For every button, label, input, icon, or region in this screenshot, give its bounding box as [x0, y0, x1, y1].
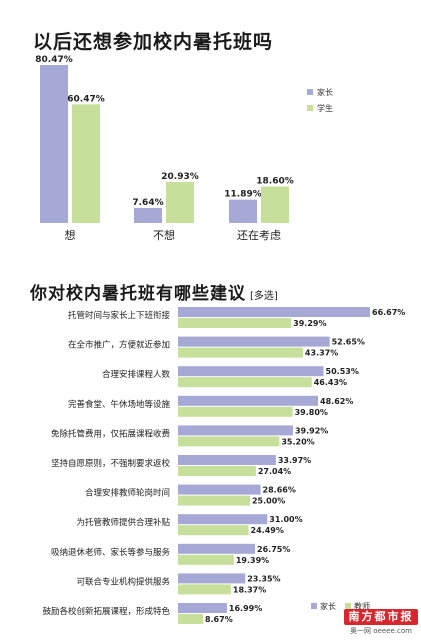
hdata-label-teacher-10: 8.67%: [205, 615, 233, 624]
hdata-label-parent-9: 23.35%: [247, 574, 280, 583]
hdata-label-teacher-5: 27.04%: [258, 467, 291, 476]
hbar-teacher-8: [178, 554, 234, 565]
hbar-teacher-9: [178, 584, 231, 595]
logo-sub: 奥一网 oeeee.com: [350, 627, 412, 635]
suggestion-label-7: 为托管教师提供合理补贴: [76, 517, 170, 528]
hdata-label-parent-1: 52.65%: [332, 338, 365, 347]
hdata-label-parent-0: 66.67%: [372, 308, 405, 317]
category-label-0: 想: [65, 228, 76, 242]
hbar-parent-6: [178, 484, 261, 495]
legend-swatch-0: [307, 89, 313, 95]
chart1-svg: 80.47% 60.47% 想 7.64% 20.93% 不想 11.89% 18.60% 还在…: [35, 55, 333, 242]
hdata-label-parent-3: 48.62%: [320, 397, 353, 406]
hdata-label-parent-5: 33.97%: [278, 456, 311, 465]
hbar-teacher-2: [178, 377, 312, 388]
suggestion-label-9: 可联合专业机构提供服务: [76, 576, 170, 587]
legend2-label-1: 教师: [354, 601, 370, 611]
hbar-parent-10: [178, 603, 227, 613]
data-label-student-1: 20.93%: [161, 172, 199, 182]
hbar-teacher-6: [178, 495, 250, 506]
suggestion-label-3: 完善食堂、午休场地等设施: [68, 399, 171, 410]
legend2-swatch-0: [311, 603, 317, 609]
chart2-title-note: [多选]: [250, 291, 278, 302]
newspaper-logo: 南方都市报 奥一网 oeeee.com: [344, 609, 418, 639]
data-label-student-2: 18.60%: [256, 176, 294, 186]
hbar-parent-5: [178, 455, 276, 465]
suggestion-label-0: 托管时间与家长上下班衔接: [68, 310, 171, 321]
legend2-swatch-1: [345, 603, 351, 609]
data-label-parent-2: 11.89%: [224, 190, 262, 200]
legend-label-1: 学生: [317, 103, 333, 113]
hdata-label-parent-2: 50.53%: [326, 367, 359, 376]
data-label-student-0: 60.47%: [67, 94, 105, 104]
suggestion-label-2: 合理安排课程人数: [102, 369, 171, 380]
bar-student-0: [72, 104, 100, 223]
hbar-teacher-10: [178, 614, 203, 624]
hbar-parent-4: [178, 425, 293, 436]
chart2-title-text: 你对校内暑托班有哪些建议: [30, 284, 246, 304]
hdata-label-parent-10: 16.99%: [229, 604, 262, 613]
hdata-label-parent-6: 28.66%: [263, 486, 296, 495]
hdata-label-teacher-8: 19.39%: [236, 556, 269, 565]
hbar-teacher-7: [178, 525, 249, 536]
category-label-2: 还在考虑: [237, 229, 281, 242]
category-label-1: 不想: [153, 228, 175, 242]
hdata-label-parent-4: 39.92%: [295, 426, 328, 435]
suggestion-label-4: 免除托管费用，仅拓展课程收费: [51, 428, 171, 439]
legend-swatch-1: [307, 105, 313, 111]
hbar-parent-2: [178, 366, 324, 377]
hbar-parent-9: [178, 573, 246, 584]
hbar-parent-3: [178, 395, 319, 406]
hdata-label-parent-8: 26.75%: [257, 545, 290, 554]
hbar-parent-7: [178, 514, 268, 525]
hbar-teacher-1: [178, 347, 303, 358]
hbar-teacher-4: [178, 436, 280, 447]
hdata-label-teacher-0: 39.29%: [293, 319, 326, 328]
suggestion-label-8: 吸纳退休老师、家长等参与服务: [51, 547, 171, 558]
hbar-teacher-5: [178, 466, 256, 476]
legend-label-0: 家长: [317, 87, 333, 97]
logo-brand: 南方都市报: [344, 609, 418, 625]
hdata-label-teacher-1: 43.37%: [305, 349, 338, 358]
hbar-parent-0: [178, 307, 370, 317]
hdata-label-parent-7: 31.00%: [269, 515, 302, 524]
hbar-parent-8: [178, 543, 256, 554]
bar-parent-0: [40, 65, 68, 223]
bar-student-1: [166, 181, 194, 223]
hdata-label-teacher-9: 18.37%: [233, 585, 266, 594]
suggestion-label-1: 在全市推广，方便就近参加: [68, 340, 170, 351]
hdata-label-teacher-3: 39.80%: [295, 408, 328, 417]
hdata-label-teacher-2: 46.43%: [314, 378, 347, 387]
data-label-parent-0: 80.47%: [35, 55, 73, 65]
chart2-title: 你对校内暑托班有哪些建议 [多选]: [30, 279, 278, 304]
hbar-teacher-3: [178, 406, 293, 417]
suggestion-label-6: 合理安排教师轮岗时间: [85, 488, 170, 499]
hdata-label-teacher-4: 35.20%: [281, 437, 314, 446]
suggestion-label-5: 坚持自愿原则，不强制要求返校: [51, 458, 171, 469]
hbar-parent-1: [178, 336, 330, 347]
legend2-label-0: 家长: [320, 601, 336, 611]
suggestion-label-10: 鼓励各校创新拓展课程，形成特色: [42, 606, 170, 617]
hdata-label-teacher-7: 24.49%: [251, 526, 284, 535]
bar-student-2: [261, 186, 289, 223]
chart1-title: 以后还想参加校内暑托班吗: [33, 31, 274, 53]
data-label-parent-1: 7.64%: [132, 198, 163, 208]
bar-parent-1: [134, 207, 162, 223]
bar-parent-2: [229, 199, 257, 223]
hdata-label-teacher-6: 25.00%: [252, 497, 285, 506]
hbar-teacher-0: [178, 318, 292, 328]
